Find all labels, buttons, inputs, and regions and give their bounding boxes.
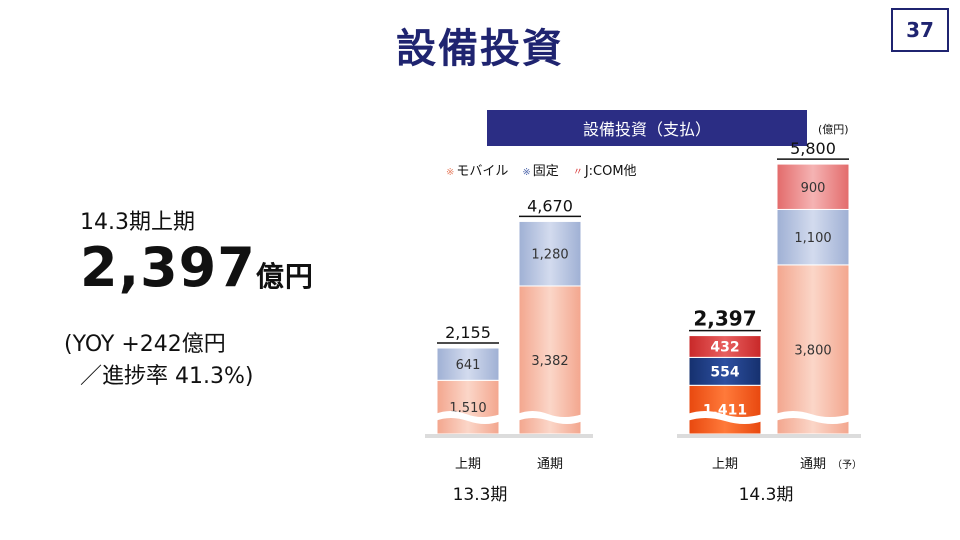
category-suffix-1-1: （予） <box>832 459 862 471</box>
group-label-0: 13.3期 <box>453 485 508 505</box>
bar-1-1-fixed <box>776 208 850 266</box>
total-label-0-0: 2,155 <box>445 323 491 342</box>
data-label-0-0-fixed: 641 <box>456 358 481 373</box>
legend-marker-jcom: 〃 <box>572 167 583 178</box>
baseline-0 <box>425 434 593 438</box>
total-label-1-0: 2,397 <box>693 307 756 331</box>
summary-yoy: (YOY +242億円 <box>64 332 226 357</box>
summary-period: 14.3期上期 <box>80 210 195 235</box>
bar-1-0-fixed <box>688 356 762 386</box>
data-label-1-1-jcom: 900 <box>801 181 826 196</box>
bar-1-0-mobile <box>688 384 762 435</box>
bar-0-1-mobile <box>518 285 582 435</box>
summary-unit: 億円 <box>255 260 314 293</box>
summary-value-block: 2,397億円 <box>80 236 314 299</box>
data-label-0-1-mobile: 3,382 <box>531 354 568 369</box>
total-label-1-1: 5,800 <box>790 139 836 158</box>
legend-marker-fixed: ※ <box>522 167 531 178</box>
bar-1-0-jcom <box>688 335 762 358</box>
data-label-1-0-jcom: 432 <box>710 339 739 355</box>
axis-break-1-1 <box>775 411 851 424</box>
summary-progress: ／進捗率 41.3%) <box>80 364 254 389</box>
category-label-0-1: 通期 <box>537 457 563 472</box>
category-label-1-0: 上期 <box>712 457 738 472</box>
page-title: 設備投資 <box>396 26 564 72</box>
page-number: 37 <box>891 8 949 52</box>
axis-break-0-0 <box>435 411 501 424</box>
bar-1-1-jcom <box>776 163 850 210</box>
total-label-0-1: 4,670 <box>527 196 573 215</box>
group-label-1: 14.3期 <box>739 485 794 505</box>
baseline-1 <box>677 434 861 438</box>
chart-header: 設備投資（支払） <box>487 110 807 146</box>
legend-label-jcom: J:COM他 <box>584 164 637 179</box>
category-label-1-1: 通期 <box>800 457 826 472</box>
axis-break-1-0 <box>687 411 763 424</box>
legend-label-fixed: 固定 <box>532 164 559 179</box>
bar-0-1-fixed <box>518 220 582 287</box>
data-label-1-0-fixed: 554 <box>710 364 739 380</box>
axis-break-0-1 <box>517 411 583 424</box>
legend-item-jcom: 〃 J:COM他 <box>573 160 637 179</box>
data-label-1-1-mobile: 3,800 <box>794 343 831 358</box>
legend-item-mobile: ※ モバイル <box>446 160 508 179</box>
legend-label-mobile: モバイル <box>456 164 509 179</box>
legend-item-fixed: ※ 固定 <box>522 160 558 179</box>
unit-label: (億円) <box>818 123 849 136</box>
summary-value: 2,397 <box>80 236 256 299</box>
legend: ※ モバイル ※ 固定 〃 J:COM他 <box>446 160 637 179</box>
bar-0-0-fixed <box>436 347 500 381</box>
data-label-1-1-fixed: 1,100 <box>794 231 831 246</box>
category-label-0-0: 上期 <box>455 457 481 472</box>
data-label-0-1-fixed: 1,280 <box>531 248 568 263</box>
legend-marker-mobile: ※ <box>446 167 455 178</box>
